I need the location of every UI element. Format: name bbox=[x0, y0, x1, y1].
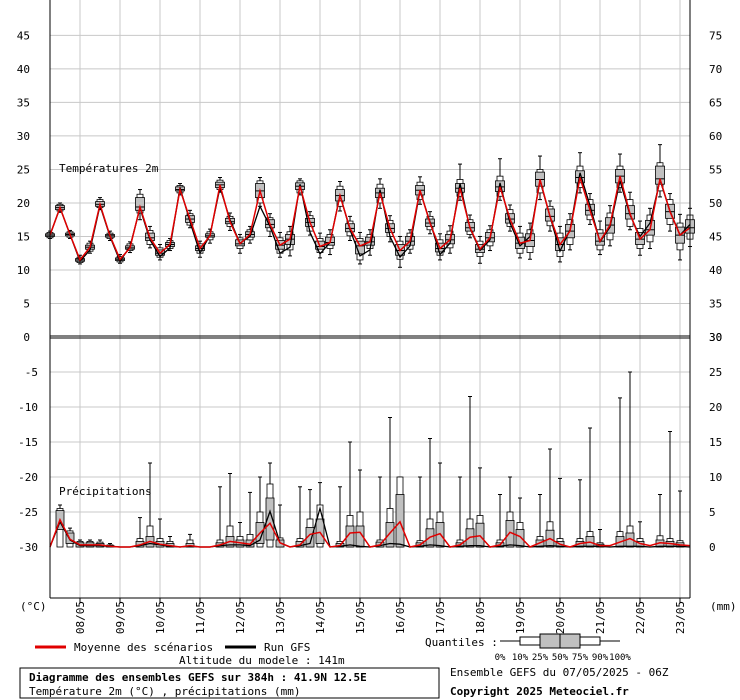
temp-right-tick: 55 bbox=[709, 163, 722, 176]
prec-box bbox=[345, 525, 355, 548]
date-label: 16/05 bbox=[394, 601, 407, 634]
footer-subtitle: Température 2m (°C) , précipitations (mm… bbox=[29, 685, 301, 698]
quantile-tick-label: 10% bbox=[512, 653, 529, 663]
quantiles-label: Quantiles : bbox=[425, 636, 498, 649]
quantile-tick-label: 50% bbox=[552, 653, 569, 663]
temp-mean-line bbox=[49, 175, 691, 262]
temp-left-tick: 30 bbox=[17, 130, 30, 143]
prec-right-tick: 5 bbox=[709, 506, 716, 519]
prec-left-tick: -30 bbox=[18, 541, 38, 554]
prec-left-tick: -20 bbox=[18, 471, 38, 484]
date-label: 09/05 bbox=[114, 601, 127, 634]
temp-right-tick: 50 bbox=[709, 197, 722, 210]
footer-box bbox=[19, 667, 440, 699]
date-label: 12/05 bbox=[234, 601, 247, 634]
quantile-tick-label: 25% bbox=[532, 653, 549, 663]
date-label: 08/05 bbox=[74, 601, 87, 634]
grid bbox=[50, 0, 690, 598]
legend-mean-label: Moyenne des scénarios bbox=[74, 641, 213, 654]
date-label: 17/05 bbox=[434, 601, 447, 634]
prec-left-tick: -15 bbox=[18, 436, 38, 449]
prec-box bbox=[355, 525, 365, 548]
prec-box bbox=[385, 522, 395, 548]
date-label: 11/05 bbox=[194, 601, 207, 634]
prec-right-tick: 10 bbox=[709, 471, 722, 484]
quantile-legend: 0% 10% 25% 50% 75% 90% 100% bbox=[495, 633, 631, 663]
temp-left-tick: 25 bbox=[17, 163, 30, 176]
right-unit-label: (mm) bbox=[710, 600, 737, 613]
date-label: 21/05 bbox=[594, 601, 607, 634]
temp-gfs-line bbox=[49, 172, 691, 263]
temp-box bbox=[355, 240, 365, 255]
temp-left-tick: 35 bbox=[17, 96, 30, 109]
prec-box bbox=[315, 518, 325, 544]
temp-right-tick: 45 bbox=[709, 230, 722, 243]
date-label: 14/05 bbox=[314, 601, 327, 634]
date-label: 20/05 bbox=[554, 601, 567, 634]
precipitation-section-label: Précipitations bbox=[59, 485, 152, 498]
prec-right-tick: 20 bbox=[709, 401, 722, 414]
temp-box bbox=[655, 165, 665, 185]
prec-box bbox=[305, 527, 315, 548]
prec-left-tick: -25 bbox=[18, 506, 38, 519]
prec-right-tick: 25 bbox=[709, 366, 722, 379]
temp-left-tick: 20 bbox=[17, 197, 30, 210]
prec-box bbox=[265, 497, 275, 541]
temp-left-tick: 5 bbox=[23, 297, 30, 310]
footer-title: Diagramme des ensembles GEFS sur 384h : … bbox=[29, 671, 367, 684]
prec-right-tick: 30 bbox=[709, 331, 722, 344]
altitude-label: Altitude du modele : 141m bbox=[179, 654, 345, 667]
prec-left-tick: -10 bbox=[18, 401, 38, 414]
footer-copyright: Copyright 2025 Meteociel.fr bbox=[450, 685, 629, 698]
left-unit-label: (°C) bbox=[20, 600, 47, 613]
quantile-tick-label: 0% bbox=[495, 653, 506, 663]
prec-left-tick: -5 bbox=[25, 366, 38, 379]
prec-right-tick: 15 bbox=[709, 436, 722, 449]
temp-right-tick: 30 bbox=[709, 331, 722, 344]
legend-gfs-label: Run GFS bbox=[264, 641, 310, 654]
date-label: 19/05 bbox=[514, 601, 527, 634]
temp-left-tick: 15 bbox=[17, 230, 30, 243]
temp-left-tick: 45 bbox=[17, 29, 30, 42]
date-label: 18/05 bbox=[474, 601, 487, 634]
prec-mean-line bbox=[49, 517, 691, 548]
temp-left-tick: 40 bbox=[17, 63, 30, 76]
temperature-section-label: Températures 2m bbox=[59, 162, 159, 175]
date-label: 23/05 bbox=[674, 601, 687, 634]
quantile-tick-label: 75% bbox=[572, 653, 589, 663]
quantile-tick-label: 90% bbox=[592, 653, 609, 663]
temp-left-tick: 10 bbox=[17, 264, 30, 277]
quantile-tick-label: 100% bbox=[609, 653, 631, 663]
temp-right-tick: 65 bbox=[709, 96, 722, 109]
footer-run: Ensemble GEFS du 07/05/2025 - 06Z bbox=[450, 666, 669, 679]
date-label: 15/05 bbox=[354, 601, 367, 634]
temp-right-tick: 60 bbox=[709, 130, 722, 143]
date-label: 13/05 bbox=[274, 601, 287, 634]
series-lines bbox=[49, 172, 691, 548]
prec-box bbox=[515, 529, 525, 548]
temp-right-tick: 40 bbox=[709, 264, 722, 277]
date-label: 10/05 bbox=[154, 601, 167, 634]
temp-right-tick: 35 bbox=[709, 297, 722, 310]
temp-right-tick: 75 bbox=[709, 29, 722, 42]
temp-right-tick: 70 bbox=[709, 63, 722, 76]
temp-box bbox=[575, 170, 585, 184]
temp-left-tick: 0 bbox=[23, 331, 30, 344]
date-label: 22/05 bbox=[634, 601, 647, 634]
prec-right-tick: 0 bbox=[709, 541, 716, 554]
